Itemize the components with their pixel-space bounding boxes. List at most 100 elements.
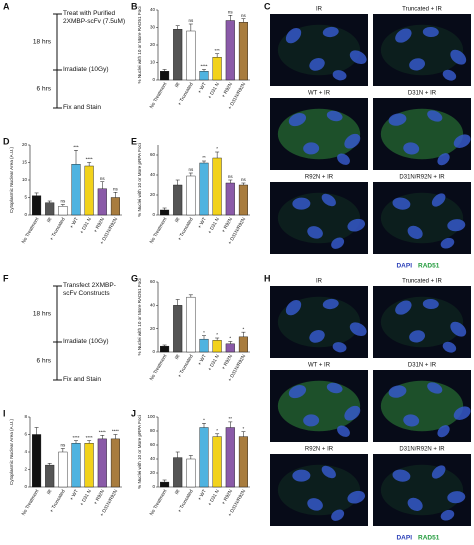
bar	[110, 438, 120, 488]
x-tick-label: + D31 N	[79, 216, 93, 235]
error-bar	[162, 207, 167, 210]
legend-dapi: DAPI	[396, 263, 412, 270]
micrograph-background	[373, 182, 471, 254]
y-tick-label: 10	[22, 177, 28, 182]
bar	[238, 22, 248, 81]
bar	[173, 457, 183, 488]
y-tick-label: 30	[150, 25, 156, 30]
x-tick-label: + WT	[197, 489, 208, 502]
nucleus	[403, 142, 420, 155]
x-tick-label: + D31 N	[79, 488, 93, 507]
x-tick-label: No Treatment	[149, 488, 169, 517]
nucleus	[288, 385, 307, 399]
y-tick-label: 0	[152, 77, 155, 82]
bar	[160, 71, 170, 81]
bar	[97, 188, 107, 216]
significance-label: ns	[241, 177, 247, 182]
y-tick-label: 20	[150, 42, 156, 47]
error-bar	[228, 421, 233, 428]
y-tick-label: 20	[150, 192, 156, 197]
error-bar	[113, 192, 118, 198]
x-tick-label: + D31 N	[207, 81, 221, 100]
timeline-step: Treat with Purified 2XMBP-scFv (7.5uM)	[63, 10, 126, 25]
x-tick-label: + D31 N	[207, 488, 221, 507]
nucleus	[453, 406, 471, 420]
cytoplasm-stain	[277, 380, 361, 432]
bar	[173, 305, 183, 353]
micrograph	[270, 370, 368, 442]
nucleus	[422, 298, 439, 310]
x-tick-label: IR	[174, 216, 182, 224]
significance-label: ns	[60, 199, 66, 204]
nucleus	[332, 342, 347, 353]
significance-label: ns	[228, 174, 234, 179]
bar	[160, 209, 170, 216]
panel-letter: H	[264, 273, 271, 283]
bar	[58, 206, 68, 216]
micrograph	[373, 454, 471, 526]
bar	[238, 336, 248, 353]
bar	[84, 165, 94, 216]
nucleus	[349, 50, 367, 65]
error-bar	[215, 337, 220, 341]
x-tick-label: + R92N	[221, 353, 235, 371]
bar	[186, 296, 196, 353]
nucleus	[322, 26, 339, 38]
nucleus	[337, 425, 350, 437]
error-bar	[202, 69, 206, 72]
nucleus	[285, 27, 302, 44]
nucleus	[431, 465, 446, 479]
timeline-interval: 6 hrs	[37, 86, 52, 93]
legend-rad51: RAD51	[418, 263, 440, 270]
y-tick-label: 15	[22, 160, 28, 165]
nucleus	[326, 110, 343, 122]
bar	[199, 71, 209, 81]
micrograph-background	[373, 454, 471, 526]
micrograph	[373, 370, 471, 442]
panel-letter: G	[131, 273, 138, 283]
error-bar	[60, 448, 65, 452]
nucleus	[303, 142, 320, 155]
x-tick-label: + R92N	[93, 216, 107, 234]
y-axis-label: Cytoplasmic Nuclear Area (A.U.)	[9, 418, 14, 485]
significance-label: ns	[228, 9, 234, 14]
bar	[45, 202, 55, 216]
bar	[58, 451, 68, 488]
x-tick-label: + R92N	[93, 488, 107, 506]
image-label: R92N + IR	[305, 447, 334, 453]
error-bar	[100, 435, 105, 439]
significance-label: ns	[113, 186, 119, 191]
nucleus	[303, 414, 320, 427]
nucleus	[392, 469, 411, 482]
nucleus	[427, 110, 443, 122]
nucleus	[395, 28, 412, 43]
y-tick-label: 5	[24, 195, 27, 200]
significance-label: *	[203, 330, 205, 335]
nucleus	[409, 58, 426, 71]
significance-label: **	[202, 155, 206, 160]
significance-label: ns	[188, 167, 194, 172]
nucleus	[321, 193, 336, 207]
error-bar	[100, 181, 105, 189]
nucleus	[388, 113, 407, 126]
significance-label: ****	[99, 430, 106, 435]
nucleus	[450, 49, 467, 65]
nucleus	[344, 133, 361, 149]
x-tick-label: IR	[174, 353, 182, 361]
timeline-step: Irradiate (10Gy)	[63, 66, 109, 73]
image-label: IR	[316, 7, 323, 13]
error-bar	[34, 192, 39, 196]
y-tick-label: 10	[150, 60, 156, 65]
error-bar	[228, 15, 233, 21]
legend-rad51: RAD51	[418, 535, 440, 542]
y-tick-label: 40	[150, 303, 156, 308]
image-label: D31N/R92N + IR	[399, 175, 445, 181]
nucleus	[322, 298, 339, 310]
significance-label: ****	[112, 429, 119, 434]
y-tick-label: 0	[24, 212, 27, 217]
y-tick-label: 100	[147, 414, 155, 419]
nucleus	[292, 469, 311, 482]
error-bar	[162, 344, 167, 347]
significance-label: ****	[86, 157, 93, 162]
error-bar	[175, 25, 180, 30]
